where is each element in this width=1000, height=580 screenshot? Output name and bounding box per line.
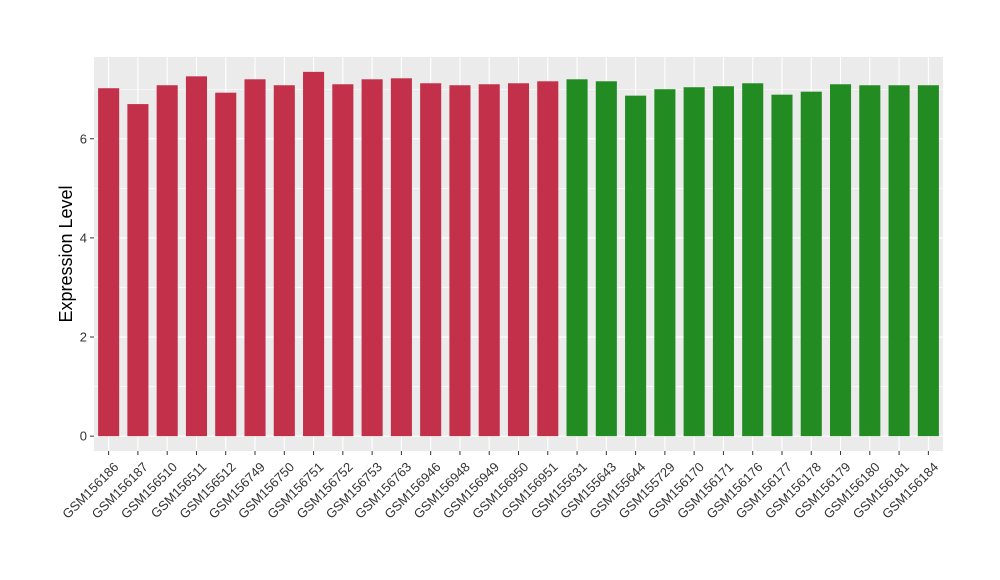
bar-GSM156180 [859, 85, 881, 437]
bar-GSM156512 [215, 92, 237, 437]
bar-GSM156181 [888, 85, 910, 437]
bar-GSM156750 [273, 85, 295, 437]
bar-GSM156511 [185, 76, 208, 437]
y-axis-title: Expression Level [56, 185, 76, 322]
bar-GSM156950 [507, 83, 530, 437]
bar-GSM156948 [449, 85, 471, 437]
bar-GSM156510 [156, 85, 178, 437]
bar-GSM156946 [420, 83, 442, 437]
bar-GSM156751 [303, 71, 325, 437]
bar-GSM156186 [98, 88, 120, 437]
bar-GSM155631 [566, 79, 588, 437]
y-tick-label: 6 [80, 131, 87, 146]
bar-GSM156949 [478, 84, 500, 437]
bar-GSM155729 [654, 89, 676, 437]
bar-GSM156951 [537, 81, 559, 437]
bar-GSM156177 [771, 94, 793, 437]
y-tick-label: 0 [80, 429, 87, 444]
bar-GSM155644 [625, 95, 647, 437]
bar-GSM156171 [712, 86, 734, 437]
bar-GSM156749 [244, 79, 266, 437]
bar-GSM155643 [595, 81, 617, 437]
bar-GSM156763 [390, 78, 412, 437]
y-tick-label: 4 [80, 230, 87, 245]
bar-GSM156170 [683, 87, 705, 437]
bar-GSM156187 [127, 104, 149, 437]
bar-GSM156179 [829, 84, 852, 437]
bar-GSM156176 [742, 83, 764, 437]
bars [98, 71, 939, 437]
x-axis: GSM156186GSM156187GSM156510GSM156511GSM1… [59, 451, 941, 522]
bar-GSM156178 [800, 91, 822, 437]
bar-GSM156753 [361, 79, 383, 437]
y-tick-label: 2 [80, 330, 87, 345]
y-axis: 0 2 4 6 [80, 131, 94, 444]
bar-GSM156752 [332, 84, 354, 437]
bar-GSM156184 [917, 85, 939, 437]
